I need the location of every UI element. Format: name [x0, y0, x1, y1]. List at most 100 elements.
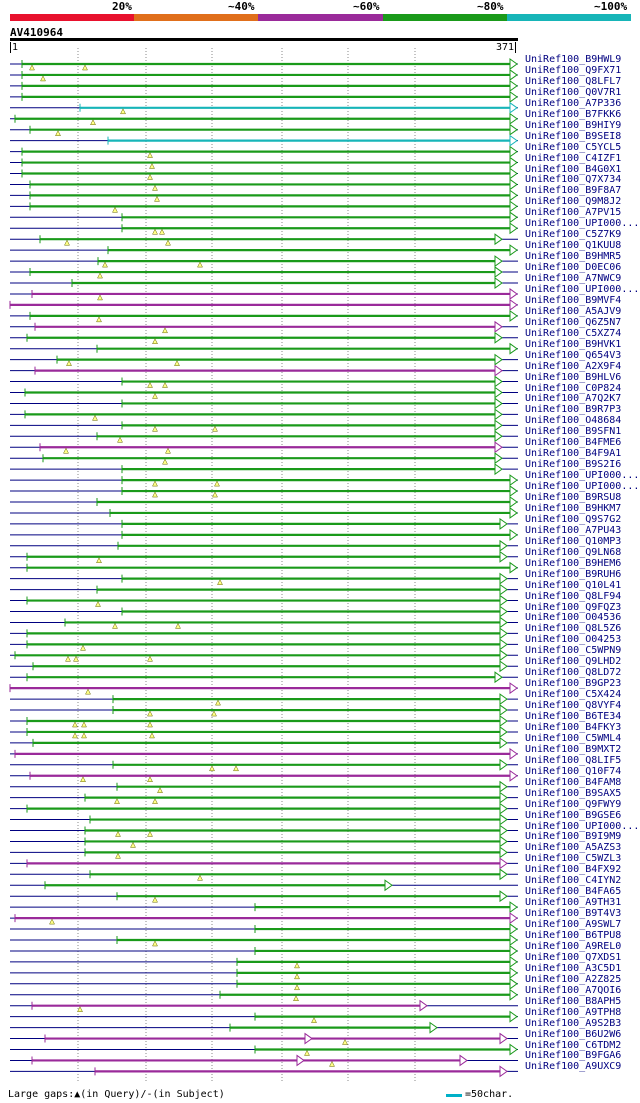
hit-end-arrow [509, 342, 518, 355]
hit-label[interactable]: UniRef100_A9TH31 [525, 897, 622, 909]
hit-label[interactable]: UniRef100_C4IYN2 [525, 875, 622, 887]
hit-label[interactable]: UniRef100_B9HVK1 [525, 338, 622, 350]
hit-label[interactable]: UniRef100_C5Z7K9 [525, 229, 622, 241]
hit-label[interactable]: UniRef100_B9SFN1 [525, 426, 622, 438]
hit-label[interactable]: UniRef100_A9S2B3 [525, 1017, 622, 1029]
hit-label[interactable]: UniRef100_Q9LN68 [525, 546, 622, 558]
hit-label[interactable]: UniRef100_B9GP23 [525, 678, 622, 690]
hit-label[interactable]: UniRef100_A9TPH8 [525, 1006, 622, 1018]
hit-label[interactable]: UniRef100_B9HMR5 [525, 251, 622, 263]
hit-label[interactable]: UniRef100_B9MXT2 [525, 743, 622, 755]
hit-label[interactable]: UniRef100_O04253 [525, 634, 622, 646]
hit-label[interactable]: UniRef100_B9SAX5 [525, 787, 622, 799]
hit-label[interactable]: UniRef100_Q8LIF5 [525, 754, 622, 766]
hit-label[interactable]: UniRef100_A7QOI6 [525, 984, 622, 996]
hit-label[interactable]: UniRef100_B9F8A7 [525, 185, 622, 197]
hit-label[interactable]: UniRef100_B4FME6 [525, 437, 622, 449]
hit-label[interactable]: UniRef100_Q8LFL7 [525, 75, 622, 87]
hit-label[interactable]: UniRef100_A3C5D1 [525, 962, 622, 974]
hit-label[interactable]: UniRef100_B9HEM6 [525, 557, 622, 569]
hit-label[interactable]: UniRef100_UPI000... [525, 218, 640, 230]
hit-end-arrow [509, 123, 518, 136]
hit-label[interactable]: UniRef100_Q8LF94 [525, 590, 622, 602]
hit-label[interactable]: UniRef100_Q8LD72 [525, 667, 622, 679]
hit-label[interactable]: UniRef100_A9SWL7 [525, 919, 622, 931]
hit-label[interactable]: UniRef100_B9MVF4 [525, 294, 622, 306]
gap-triangle [147, 710, 153, 717]
hit-label[interactable]: UniRef100_Q9M8J2 [525, 196, 622, 208]
hit-label[interactable]: UniRef100_A9REL0 [525, 940, 622, 952]
hit-label[interactable]: UniRef100_C5XZ74 [525, 327, 622, 339]
hit-label[interactable]: UniRef100_Q8L5Z6 [525, 623, 622, 635]
hit-label[interactable]: UniRef100_C5WML4 [525, 732, 622, 744]
hit-label[interactable]: UniRef100_B9T4V3 [525, 908, 622, 920]
hit-label[interactable]: UniRef100_D0EC06 [525, 262, 622, 274]
hit-label[interactable]: UniRef100_A7NWC9 [525, 273, 622, 284]
hit-label[interactable]: UniRef100_B6TPU8 [525, 930, 622, 941]
hit-label[interactable]: UniRef100_UPI000... [525, 470, 640, 482]
hit-end-arrow [509, 561, 518, 574]
hit-label[interactable]: UniRef100_Q654V3 [525, 349, 622, 361]
hit-label[interactable]: UniRef100_A5AJV9 [525, 305, 622, 317]
hit-label[interactable]: UniRef100_C5WZL3 [525, 853, 622, 865]
hit-label[interactable]: UniRef100_B9HLV6 [525, 371, 622, 383]
hit-label[interactable]: UniRef100_C5WPN9 [525, 645, 622, 657]
hit-label[interactable]: UniRef100_UPI000... [525, 283, 640, 295]
hit-label[interactable]: UniRef100_A7Q2K7 [525, 393, 622, 405]
hit-label[interactable]: UniRef100_B9HKM7 [525, 502, 622, 514]
hit-label[interactable]: UniRef100_Q1KUU8 [525, 240, 622, 252]
hit-label[interactable]: UniRef100_B4FAM8 [525, 776, 622, 788]
hit-label[interactable]: UniRef100_B9I9M9 [525, 831, 622, 843]
hit-label[interactable]: UniRef100_Q10MP3 [525, 535, 622, 547]
hit-label[interactable]: UniRef100_B9HIY9 [525, 119, 622, 131]
hit-label[interactable]: UniRef100_A2Z825 [525, 973, 622, 985]
hit-label[interactable]: UniRef100_UPI000... [525, 820, 640, 832]
hit-label[interactable]: UniRef100_B9HWL9 [525, 54, 622, 65]
hit-label[interactable]: UniRef100_Q9S7G2 [525, 513, 622, 525]
hit-label[interactable]: UniRef100_A7P336 [525, 97, 622, 109]
hit-end-arrow [509, 298, 518, 311]
hit-label[interactable]: UniRef100_Q9FWY9 [525, 798, 622, 810]
hit-label[interactable]: UniRef100_B4FKY3 [525, 721, 622, 733]
hit-label[interactable]: UniRef100_B9RUH6 [525, 568, 622, 580]
hit-label[interactable]: UniRef100_B4FA65 [525, 886, 622, 898]
hit-label[interactable]: UniRef100_A9UXC9 [525, 1061, 622, 1073]
hit-label[interactable]: UniRef100_B9SEI8 [525, 130, 622, 142]
hit-label[interactable]: UniRef100_Q9FX71 [525, 64, 622, 76]
hit-label[interactable]: UniRef100_Q7XDS1 [525, 951, 622, 963]
hit-label[interactable]: UniRef100_B4FX92 [525, 864, 622, 876]
hit-label[interactable]: UniRef100_Q0V7R1 [525, 86, 622, 98]
hit-label[interactable]: UniRef100_Q8VYF4 [525, 700, 622, 712]
hit-label[interactable]: UniRef100_Q7X734 [525, 174, 622, 186]
hit-label[interactable]: UniRef100_B4F9A1 [525, 448, 622, 460]
hit-label[interactable]: UniRef100_B6TE34 [525, 711, 622, 722]
hit-label[interactable]: UniRef100_Q10F74 [525, 765, 622, 777]
hit-label[interactable]: UniRef100_A7PU43 [525, 524, 622, 536]
hit-label[interactable]: UniRef100_O48684 [525, 415, 622, 427]
hit-label[interactable]: UniRef100_B7FKK6 [525, 108, 622, 120]
hit-label[interactable]: UniRef100_C0P824 [525, 382, 622, 394]
hit-label[interactable]: UniRef100_Q10L41 [525, 579, 622, 591]
hit-end-arrow [499, 715, 508, 727]
hit-label[interactable]: UniRef100_C5YCL5 [525, 141, 622, 153]
hit-label[interactable]: UniRef100_C6TDM2 [525, 1039, 622, 1051]
hit-label[interactable]: UniRef100_A2X9F4 [525, 360, 622, 372]
hit-label[interactable]: UniRef100_B8APH5 [525, 995, 622, 1007]
hit-label[interactable]: UniRef100_B9S2I6 [525, 459, 622, 471]
hit-label[interactable]: UniRef100_B4G0X1 [525, 163, 622, 175]
hit-label[interactable]: UniRef100_B9R7P3 [525, 404, 622, 416]
hit-label[interactable]: UniRef100_B9RSU8 [525, 492, 622, 503]
hit-label[interactable]: UniRef100_A7PV15 [525, 207, 622, 219]
hit-label[interactable]: UniRef100_B9FGA6 [525, 1050, 622, 1062]
hit-label[interactable]: UniRef100_C5X424 [525, 689, 622, 701]
hit-label[interactable]: UniRef100_B9GSE6 [525, 809, 622, 821]
hit-label[interactable]: UniRef100_A5AZS3 [525, 842, 622, 854]
hit-label[interactable]: UniRef100_Q9FQZ3 [525, 601, 622, 613]
hit-label[interactable]: UniRef100_UPI000... [525, 481, 640, 493]
hit-label[interactable]: UniRef100_Q9LHD2 [525, 656, 622, 668]
gap-triangle [115, 852, 121, 859]
hit-label[interactable]: UniRef100_Q6Z5N7 [525, 316, 622, 328]
hit-label[interactable]: UniRef100_C4IZF1 [525, 152, 622, 164]
hit-label[interactable]: UniRef100_O04536 [525, 612, 622, 624]
hit-label[interactable]: UniRef100_B6U2W6 [525, 1028, 622, 1040]
